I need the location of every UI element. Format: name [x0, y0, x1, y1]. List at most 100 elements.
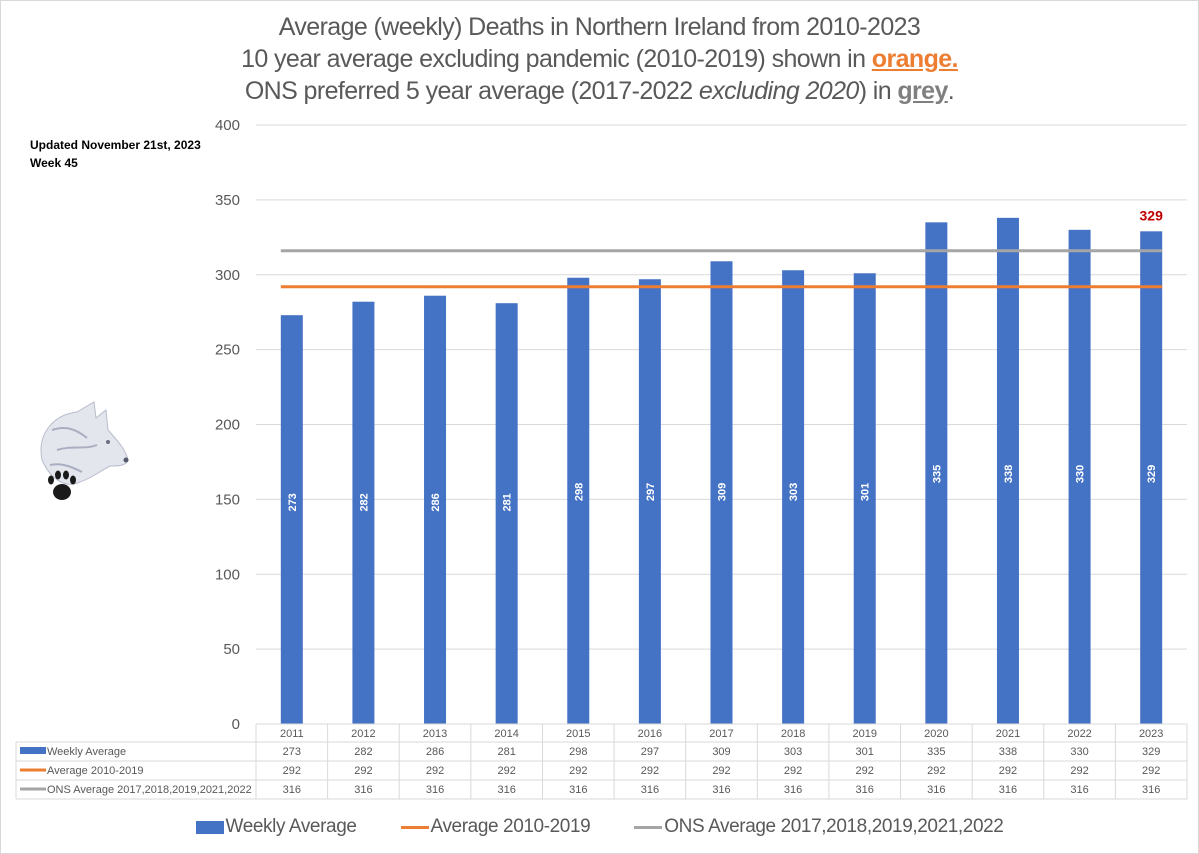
y-tick-label: 0 — [232, 716, 240, 733]
table-cell: 309 — [712, 746, 730, 758]
bar-data-label: 298 — [573, 483, 585, 501]
bar-2015 — [567, 277, 590, 724]
table-cell: 297 — [641, 746, 659, 758]
bar-data-label: 281 — [502, 493, 514, 511]
orange-highlight: orange. — [871, 45, 959, 73]
x-tick-label: 2019 — [852, 728, 876, 740]
table-cell: 292 — [1070, 765, 1088, 777]
table-cell: 316 — [283, 784, 301, 796]
x-tick-label: 2022 — [1067, 728, 1091, 740]
title-line3-mid: ) in — [858, 77, 898, 105]
legend-label: ONS Average 2017,2018,2019,2021,2022 — [664, 816, 1004, 837]
week-number: Week 45 — [30, 156, 78, 170]
x-tick-label: 2018 — [781, 728, 805, 740]
table-row-label: Weekly Average — [47, 746, 126, 758]
legend-label: Average 2010-2019 — [430, 816, 591, 837]
table-cell: 292 — [856, 765, 874, 777]
table-cell: 335 — [927, 746, 945, 758]
y-tick-label: 350 — [215, 192, 240, 209]
title-line2-text: 10 year average excluding pandemic (2010… — [241, 45, 872, 73]
table-cell: 292 — [354, 765, 372, 777]
bar-labels: 273 282 286 281 298 297 309 303 301 335 338 330 329 3… — [287, 207, 1163, 511]
y-tick-label: 100 — [215, 566, 240, 583]
bar-data-label: 309 — [717, 483, 729, 501]
bar-2013 — [424, 295, 447, 724]
legend-swatch-orange-line — [400, 825, 429, 829]
bar-2019 — [853, 273, 876, 724]
table-cell: 292 — [283, 765, 301, 777]
bar-2017 — [710, 261, 733, 724]
update-note: Updated November 21st, 2023 Week 45 — [30, 136, 201, 172]
y-tick-label: 50 — [223, 641, 240, 658]
x-tick-label: 2012 — [351, 728, 375, 740]
chart-title-line3: ONS preferred 5 year average (2017-2022 … — [0, 76, 1199, 107]
bar-2021 — [996, 217, 1019, 724]
average-lines — [280, 249, 1163, 289]
y-tick-label: 300 — [215, 267, 240, 284]
title-text: Average (weekly) Deaths in Northern Irel… — [278, 13, 921, 41]
bar-data-label: 297 — [645, 483, 657, 501]
bar-data-label: 330 — [1075, 465, 1087, 483]
table-cell: 330 — [1070, 746, 1088, 758]
title-line3-italic: excluding 2020 — [698, 77, 859, 105]
x-tick-label: 2023 — [1139, 728, 1163, 740]
bar-2018 — [782, 270, 805, 724]
updated-date: Updated November 21st, 2023 — [30, 138, 201, 152]
x-tick-label: 2015 — [566, 728, 590, 740]
table-cell: 316 — [784, 784, 802, 796]
data-table: 2011 2012 2013 2014 2015 2016 2017 2018 2019 2020… — [15, 723, 1188, 800]
table-cell: 292 — [1142, 765, 1160, 777]
table-legend-key-bar — [20, 747, 46, 754]
y-tick-label: 200 — [215, 417, 240, 434]
table-cell: 298 — [569, 746, 587, 758]
table-cell: 316 — [712, 784, 730, 796]
legend: Weekly Average Average 2010-2019 ONS Ave… — [0, 816, 1199, 838]
table-cell: 316 — [999, 784, 1017, 796]
y-tick-label: 150 — [215, 491, 240, 508]
bars — [280, 217, 1163, 724]
table-cell: 273 — [283, 746, 301, 758]
bar-data-label: 273 — [287, 493, 299, 511]
table-cell: 316 — [426, 784, 444, 796]
table-cell: 292 — [497, 765, 515, 777]
bar-2020 — [925, 222, 948, 724]
table-cell: 316 — [1142, 784, 1160, 796]
table-cell: 303 — [784, 746, 802, 758]
legend-item-ons-average: ONS Average 2017,2018,2019,2021,2022 — [634, 816, 1004, 838]
table-cell: 316 — [497, 784, 515, 796]
table-row-label: Average 2010-2019 — [47, 765, 143, 777]
table-cell: 286 — [426, 746, 444, 758]
x-tick-label: 2011 — [280, 728, 304, 740]
table-cell: 316 — [927, 784, 945, 796]
legend-swatch-grey-line — [634, 825, 663, 829]
bar-data-label: 338 — [1003, 465, 1015, 483]
highlight-value-label: 329 — [1140, 207, 1164, 223]
bar-data-label: 282 — [358, 493, 370, 511]
bar-data-label: 286 — [430, 493, 442, 511]
bar-data-label: 335 — [931, 465, 943, 483]
bar-data-label: 303 — [788, 483, 800, 501]
title-line3-suffix: . — [947, 77, 955, 105]
bar-2023 — [1140, 231, 1163, 724]
table-cell: 282 — [354, 746, 372, 758]
y-tick-label: 250 — [215, 342, 240, 359]
grey-highlight: grey — [897, 77, 948, 105]
table-cell: 316 — [1070, 784, 1088, 796]
table-cell: 281 — [497, 746, 515, 758]
x-tick-label: 2013 — [423, 728, 447, 740]
bar-2011 — [280, 315, 303, 724]
bar-2014 — [495, 303, 518, 724]
legend-item-weekly-average: Weekly Average — [195, 816, 357, 838]
chart-title-line2: 10 year average excluding pandemic (2010… — [0, 44, 1199, 75]
x-tick-label: 2021 — [996, 728, 1020, 740]
legend-swatch-bar — [195, 820, 224, 834]
table-cell: 292 — [712, 765, 730, 777]
table-cell: 316 — [569, 784, 587, 796]
table-cell: 292 — [999, 765, 1017, 777]
x-tick-label: 2014 — [494, 728, 518, 740]
bar-data-label: 301 — [860, 483, 872, 501]
table-cell: 316 — [354, 784, 372, 796]
x-tick-label: 2020 — [924, 728, 948, 740]
y-axis: 0 50 100 150 200 250 300 350 400 — [215, 117, 240, 733]
